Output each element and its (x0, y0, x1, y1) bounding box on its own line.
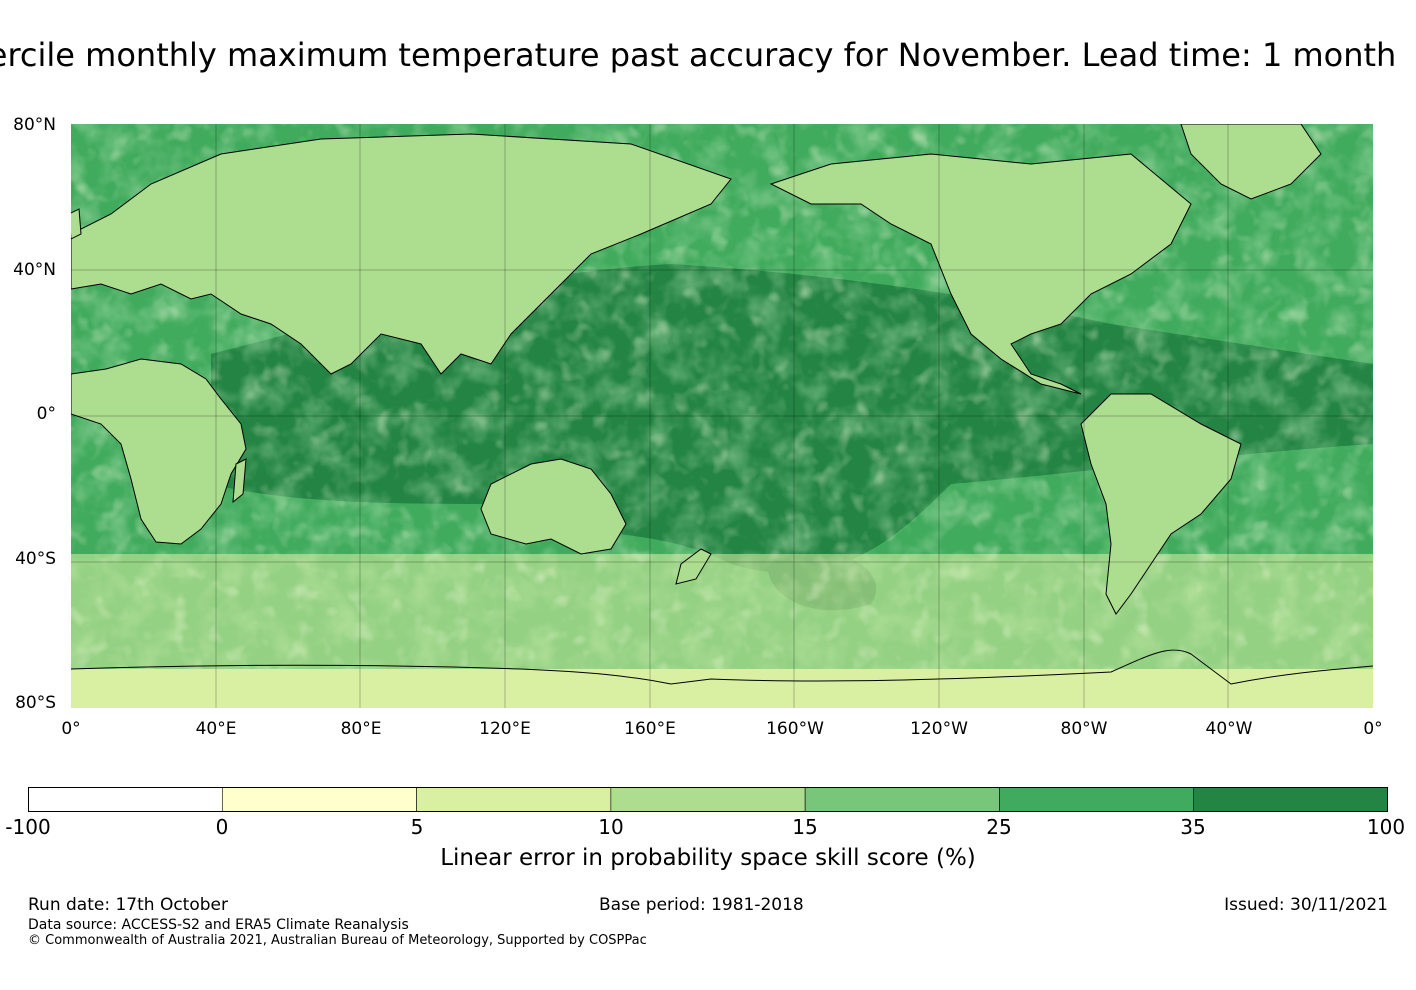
colorbar-bin (999, 787, 1195, 812)
colorbar-border (28, 787, 1388, 812)
colorbar-tick: 10 (598, 815, 624, 839)
colorbar-bin (804, 787, 1000, 812)
skill-score-map (71, 124, 1373, 708)
lon-label-40w: 40°W (1205, 719, 1253, 739)
uk-landmass (71, 208, 82, 240)
lon-label-0: 0° (61, 719, 81, 739)
lat-label-80n: 80°N (13, 115, 56, 135)
madagascar-landmass (232, 458, 247, 504)
north-america-landmass (769, 153, 1192, 395)
colorbar-tick: 0 (215, 815, 229, 839)
run-date: Run date: 17th October (28, 895, 228, 915)
colorbar-bin (416, 787, 612, 812)
graticule (71, 124, 1373, 708)
lat-label-80s: 80°S (15, 693, 56, 713)
colorbar-label: Linear error in probability space skill … (440, 845, 976, 871)
copyright: © Commonwealth of Australia 2021, Austra… (28, 933, 647, 948)
greenland-landmass (1180, 124, 1322, 200)
colorbar-tick: 100 (1366, 815, 1406, 839)
lat-label-40s: 40°S (15, 549, 56, 569)
lon-label-80e: 80°E (340, 719, 382, 739)
map-canvas (71, 124, 1373, 708)
colorbar-bin (221, 787, 417, 812)
continent-outlines (71, 124, 1373, 685)
colorbar-bin (1193, 787, 1388, 812)
map-title: Tercile monthly maximum temperature past… (0, 36, 1397, 74)
eurasia-landmass (71, 133, 732, 375)
colorbar-tick: -100 (5, 815, 51, 839)
africa-landmass (71, 358, 247, 545)
new-zealand-landmass (675, 548, 712, 585)
colorbar-tick: 25 (986, 815, 1012, 839)
lon-label-120w: 120°W (910, 719, 968, 739)
data-source: Data source: ACCESS-S2 and ERA5 Climate … (28, 917, 409, 933)
issued-date: Issued: 30/11/2021 (1224, 895, 1388, 915)
lon-label-80w: 80°W (1060, 719, 1108, 739)
colorbar-tick: 15 (792, 815, 818, 839)
colorbar-bin (28, 787, 223, 812)
lon-label-160e: 160°E (624, 719, 676, 739)
south-america-landmass (1080, 393, 1242, 615)
lat-label-40n: 40°N (13, 260, 56, 280)
colorbar-tick: 5 (410, 815, 424, 839)
colorbar-bin (610, 787, 806, 812)
australia-landmass (480, 458, 627, 555)
lon-label-0-east: 0° (1363, 719, 1383, 739)
lon-label-40e: 40°E (195, 719, 237, 739)
lon-label-160w: 160°W (766, 719, 824, 739)
base-period: Base period: 1981-2018 (599, 895, 804, 915)
lon-label-120e: 120°E (479, 719, 531, 739)
antarctica-region (71, 669, 1373, 708)
colorbar (28, 787, 1388, 812)
lat-label-0: 0° (36, 404, 56, 424)
antarctica-coastline (71, 649, 1373, 685)
colorbar-tick: 35 (1180, 815, 1206, 839)
